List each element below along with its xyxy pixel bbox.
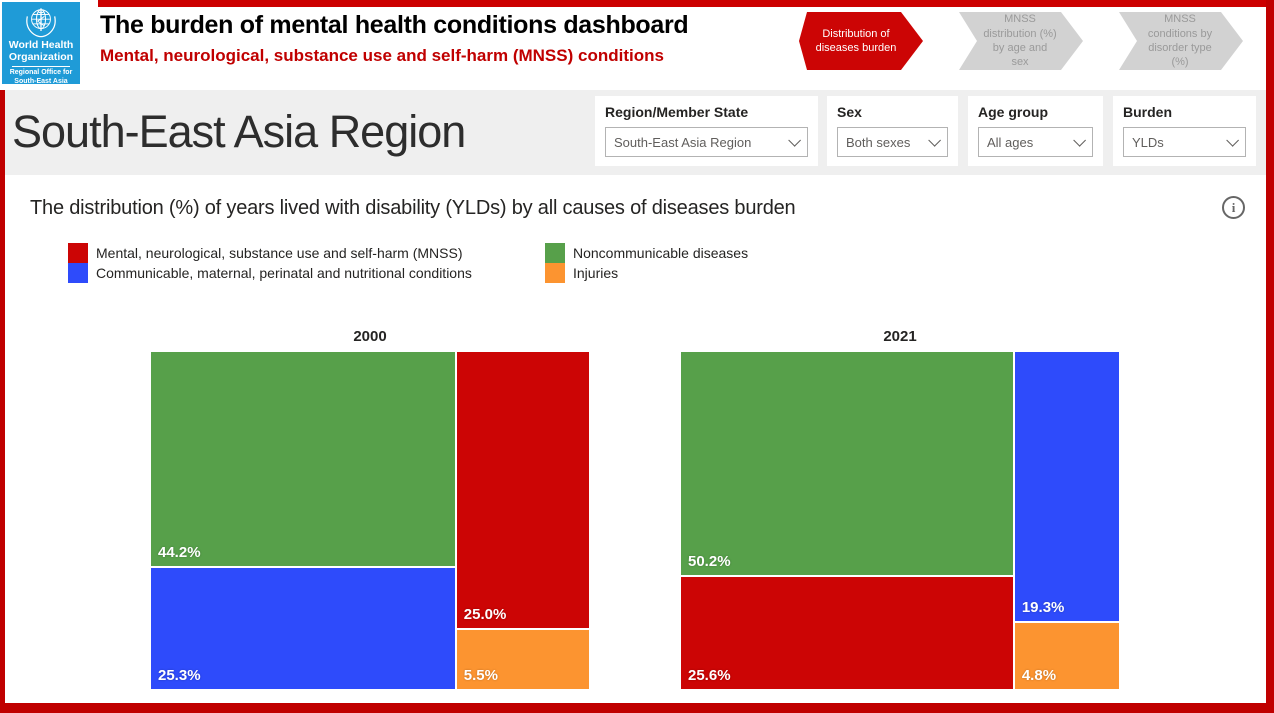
filter-region-value: South-East Asia Region (614, 134, 752, 150)
filter-sex: Sex Both sexes (827, 96, 958, 166)
logo-org-line2: Organization (8, 50, 74, 63)
treemap-value-label: 25.0% (463, 605, 507, 623)
treemap-block-2000-communicable[interactable]: 25.3% (150, 566, 456, 690)
filter-region-dropdown[interactable]: South-East Asia Region (605, 127, 808, 157)
chart-title: The distribution (%) of years lived with… (30, 197, 796, 219)
filter-sex-dropdown[interactable]: Both sexes (837, 127, 948, 157)
dashboard-title: The burden of mental health conditions d… (100, 11, 689, 39)
nav-step-3[interactable]: MNSS conditions by disorder type (%) (1119, 12, 1243, 70)
treemap-block-2000-ncd[interactable]: 44.2% (150, 351, 456, 567)
filter-sex-label: Sex (837, 104, 862, 120)
header-red-bar (98, 0, 1266, 7)
info-icon[interactable]: i (1222, 196, 1245, 219)
treemap-value-label: 19.3% (1021, 599, 1065, 617)
region-title: South-East Asia Region (12, 106, 466, 157)
chevron-down-icon (928, 133, 941, 147)
filter-age-group-label: Age group (978, 104, 1048, 120)
legend-label-communicable: Communicable, maternal, perinatal and nu… (96, 265, 472, 281)
legend-item-mnss: Mental, neurological, substance use and … (68, 243, 463, 263)
logo-org-line1: World Health (8, 39, 74, 51)
legend-label-ncd: Noncommunicable diseases (573, 245, 749, 261)
treemap-block-2021-injuries[interactable]: 4.8% (1013, 622, 1120, 690)
filter-burden: Burden YLDs (1113, 96, 1256, 166)
legend-item-ncd: Noncommunicable diseases (545, 243, 748, 263)
treemap-value-label: 50.2% (688, 552, 731, 570)
treemap-value-label: 5.5% (463, 666, 498, 684)
treemap-value-label: 25.3% (158, 666, 201, 684)
legend-label-mnss: Mental, neurological, substance use and … (96, 245, 463, 261)
treemap-2021-title: 2021 (883, 328, 917, 345)
nav-step-2[interactable]: MNSS distribution (%) by age and sex (959, 12, 1083, 70)
logo-office-line1: Regional Office for (9, 69, 73, 77)
filter-burden-label: Burden (1123, 104, 1172, 120)
frame-border-right (1266, 0, 1274, 713)
filter-region: Region/Member State South-East Asia Regi… (595, 96, 818, 166)
legend-item-injuries: Injuries (545, 263, 618, 283)
treemap-value-label: 4.8% (1021, 666, 1057, 684)
chevron-down-icon (1073, 133, 1086, 147)
chevron-down-icon (1226, 133, 1239, 147)
nav-step-1[interactable]: Distribution of diseases burden (799, 12, 923, 70)
filter-burden-dropdown[interactable]: YLDs (1123, 127, 1246, 157)
treemap-block-2021-communicable[interactable]: 19.3% (1013, 351, 1120, 623)
treemap-2000-title: 2000 (353, 328, 387, 345)
dashboard-subtitle: Mental, neurological, substance use and … (100, 46, 664, 65)
filter-age-group: Age group All ages (968, 96, 1103, 166)
legend-swatch-communicable (68, 263, 88, 283)
logo-office-line2: South-East Asia (14, 77, 68, 85)
logo-divider (12, 66, 70, 68)
who-logo: World Health Organization Regional Offic… (2, 2, 80, 85)
legend-swatch-injuries (545, 263, 565, 283)
legend-label-injuries: Injuries (573, 265, 619, 281)
filter-age-group-value: All ages (987, 134, 1034, 150)
filter-age-group-dropdown[interactable]: All ages (978, 127, 1093, 157)
treemap-2021: 50.2% 25.6% 19.3% 4.8% (680, 351, 1120, 690)
filter-burden-value: YLDs (1132, 134, 1164, 150)
treemap-value-label: 44.2% (158, 543, 201, 561)
treemap-2000: 44.2% 25.3% 25.0% 5.5% (150, 351, 590, 690)
chevron-down-icon (788, 133, 801, 147)
treemap-block-2000-injuries[interactable]: 5.5% (455, 628, 590, 690)
treemap-value-label: 25.6% (688, 666, 731, 684)
treemap-block-2021-ncd[interactable]: 50.2% (680, 351, 1014, 576)
who-emblem-icon (26, 8, 56, 38)
treemap-block-2021-mnss[interactable]: 25.6% (680, 575, 1014, 690)
treemap-block-2000-mnss[interactable]: 25.0% (455, 351, 590, 629)
legend-item-communicable: Communicable, maternal, perinatal and nu… (68, 263, 472, 283)
filter-sex-value: Both sexes (846, 134, 911, 150)
legend-swatch-mnss (68, 243, 88, 263)
filter-region-label: Region/Member State (605, 104, 749, 120)
header: World Health Organization Regional Offic… (0, 0, 1274, 90)
frame-border-left (0, 90, 5, 713)
legend-swatch-ncd (545, 243, 565, 263)
frame-border-bottom (0, 703, 1274, 713)
